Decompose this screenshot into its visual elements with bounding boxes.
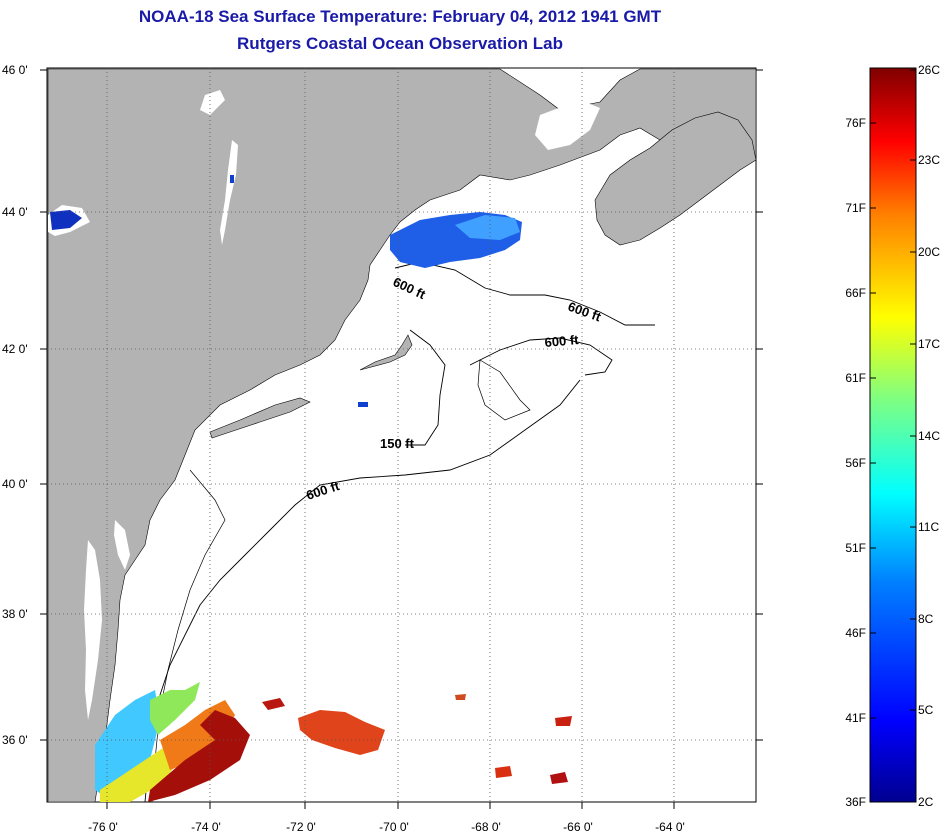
cb-c-11: 11C — [918, 520, 939, 534]
lon-label-66: -66 0' — [563, 820, 593, 834]
lat-label-42: 42 0' — [2, 342, 28, 356]
sst-lake — [50, 210, 82, 230]
colorbar-ticks — [870, 69, 916, 719]
cb-f-61: 61F — [845, 371, 866, 385]
sst-small-1 — [358, 402, 368, 407]
lon-label-72: -72 0' — [286, 820, 316, 834]
cb-f-36: 36F — [845, 795, 866, 809]
lon-label-64: -64 0' — [655, 820, 685, 834]
cb-f-46: 46F — [845, 626, 866, 640]
land-cape-cod — [359, 334, 413, 371]
cb-c-5: 5C — [918, 703, 934, 717]
cb-f-66: 66F — [845, 286, 866, 300]
land-long-island — [209, 397, 311, 439]
contour-600-georges — [469, 337, 613, 376]
cb-c-14: 14C — [918, 429, 940, 443]
cb-c-23: 23C — [918, 153, 940, 167]
sst-gulf-maine-light — [455, 215, 520, 240]
contour-bank — [477, 359, 531, 421]
lon-label-70: -70 0' — [379, 820, 409, 834]
lon-label-76: -76 0' — [88, 820, 118, 834]
contour-150-shelf — [405, 329, 446, 446]
cb-c-8: 8C — [918, 612, 934, 626]
lake-small — [200, 90, 225, 115]
cb-c-20: 20C — [918, 245, 940, 259]
chesapeake-bay — [84, 540, 102, 720]
cb-f-71: 71F — [845, 201, 866, 215]
cb-f-56: 56F — [845, 456, 866, 470]
sst-offshore-2 — [262, 698, 285, 710]
sst-coastal-cool — [95, 690, 160, 800]
sst-offshore-4 — [495, 766, 512, 778]
contour-600-north — [394, 261, 655, 326]
cb-f-41: 41F — [845, 711, 866, 725]
delaware-bay — [114, 520, 130, 570]
sst-offshore-6 — [455, 694, 466, 700]
contour-inner — [151, 469, 226, 803]
cb-c-2: 2C — [918, 795, 934, 809]
lat-label-40: 40 0' — [2, 477, 28, 491]
lon-label-68: -68 0' — [471, 820, 501, 834]
lon-label-74: -74 0' — [191, 820, 221, 834]
contour-label-3: 600 ft — [544, 332, 580, 350]
map-subtitle: Rutgers Coastal Ocean Observation Lab — [237, 34, 563, 53]
sst-offshore-1 — [298, 710, 385, 755]
cb-c-26: 26C — [918, 63, 940, 77]
axis-ticks — [40, 69, 763, 809]
sst-gulfstream — [148, 710, 250, 802]
sst-offshore-3 — [555, 716, 572, 726]
sst-small-2 — [230, 175, 234, 183]
lat-label-38: 38 0' — [2, 607, 28, 621]
gulf-of-maine-water — [535, 100, 600, 150]
contour-label-4: 150 ft — [380, 436, 415, 451]
sst-coastal-yellow — [100, 740, 180, 802]
cb-f-51: 51F — [845, 541, 866, 555]
sst-offshore-5 — [550, 772, 568, 784]
sst-coastal-green — [150, 682, 200, 735]
lat-label-44: 44 0' — [2, 205, 28, 219]
cb-f-76: 76F — [845, 116, 866, 130]
lake-champlain — [220, 140, 238, 245]
lat-label-36: 36 0' — [2, 733, 28, 747]
colorbar — [869, 67, 917, 803]
cb-c-17: 17C — [918, 337, 940, 351]
map-title: NOAA-18 Sea Surface Temperature: Februar… — [138, 7, 662, 26]
lat-label-46: 46 0' — [2, 63, 28, 77]
